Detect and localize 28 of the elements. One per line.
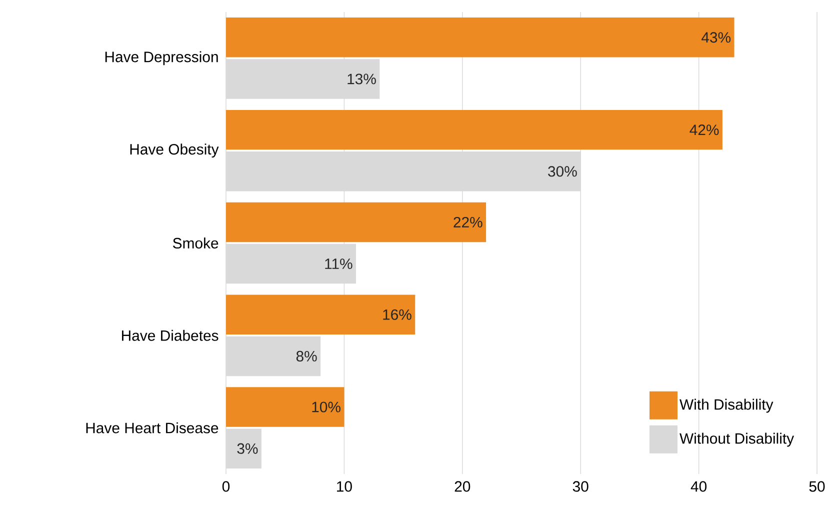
x-tick-label: 20 [454,481,470,492]
legend-label: Without Disability [680,432,794,447]
y-tick-label: Have Diabetes [122,330,218,341]
x-tick-label: 10 [337,481,352,492]
y-tick-label: Smoke [172,238,218,248]
x-tick-label: 30 [572,481,588,492]
data-label: 30% [548,166,577,177]
y-tick-label: Have Heart Disease [86,422,218,434]
data-label: 16% [383,309,412,320]
data-label: 3% [237,443,258,454]
data-label: 8% [296,350,317,362]
y-tick-label: Have Depression [105,51,218,66]
data-label: 10% [312,402,340,412]
x-tick-label: 0 [222,481,230,492]
data-label: 42% [690,124,719,136]
x-tick-label: 40 [690,481,707,492]
data-label: 13% [348,74,376,84]
bar [226,202,486,242]
legend-label: With Disability [680,398,774,413]
data-label: 22% [454,216,482,228]
bar [226,18,734,58]
bar [226,294,416,334]
data-label: 11% [325,258,352,270]
data-label: 43% [702,32,731,43]
bar [226,387,344,427]
bar [226,110,722,150]
x-tick-label: 50 [809,481,825,492]
y-tick-label: Have Obesity [130,144,219,158]
